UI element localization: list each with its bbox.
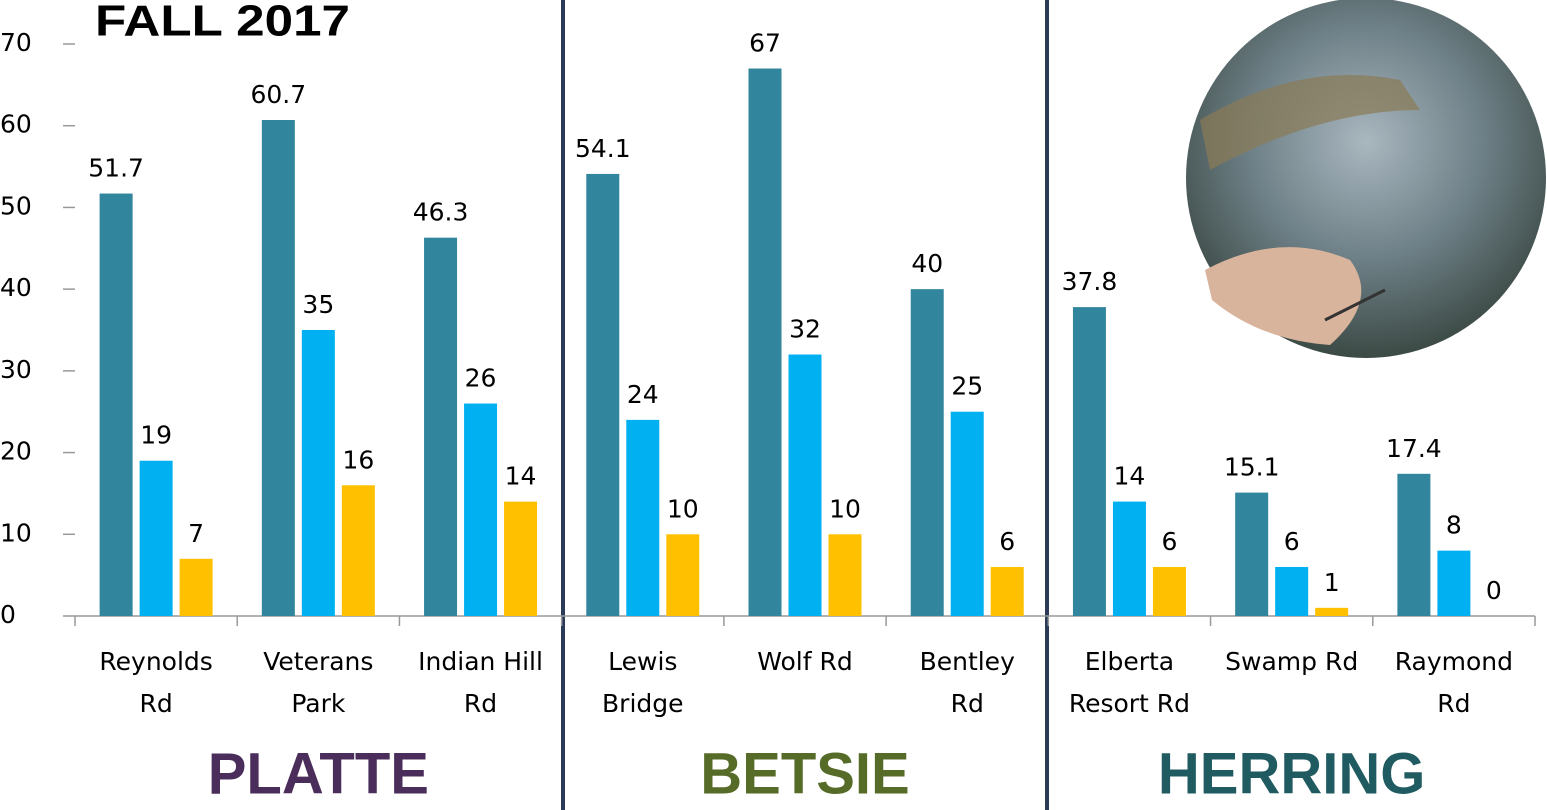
value-label: 19 [140,421,172,450]
x-tick-label: Raymond [1395,647,1513,676]
group-label: BETSIE [700,741,910,806]
value-label: 35 [302,290,334,319]
y-tick-label: 70 [0,28,32,57]
x-tick-label: Rd [1437,689,1470,718]
chart-title: FALL 2017 [95,0,350,46]
x-tick-label: Bridge [602,689,684,718]
group-label: PLATTE [208,741,429,806]
value-label: 6 [999,527,1015,556]
x-tick-label: Lewis [608,647,677,676]
value-label: 14 [505,462,537,491]
group-label: HERRING [1158,741,1425,806]
bar [140,461,173,616]
bar [1073,307,1106,616]
y-tick-label: 0 [0,600,16,629]
bar [749,69,782,616]
bar [1153,567,1186,616]
y-tick-label: 60 [0,110,32,139]
value-label: 0 [1486,576,1502,605]
x-tick-label: Indian Hill [418,647,543,676]
bar [789,355,822,616]
y-tick-label: 30 [0,355,32,384]
value-label: 10 [667,494,699,523]
x-tick-label: Rd [139,689,172,718]
x-tick-label: Swamp Rd [1225,647,1358,676]
bar [666,534,699,616]
x-tick-label: Elberta [1085,647,1174,676]
bar [626,420,659,616]
value-label: 1 [1324,568,1340,597]
bar [464,404,497,616]
value-label: 46.3 [413,198,469,227]
bar [424,238,457,616]
bar [262,120,295,616]
bar [1437,551,1470,616]
x-tick-label: Rd [464,689,497,718]
value-label: 14 [1114,462,1146,491]
x-tick-label: Park [291,689,346,718]
x-tick-label: Reynolds [99,647,212,676]
bar [302,330,335,616]
x-tick-label: Veterans [263,647,373,676]
bar [586,174,619,616]
y-tick-label: 20 [0,437,32,466]
bar [180,559,213,616]
bar [1235,493,1268,616]
value-label: 16 [342,445,374,474]
value-label: 67 [749,29,781,58]
value-label: 37.8 [1062,267,1118,296]
bar [100,194,133,616]
chart: FALL 2017 01020304050607051.760.746.354.… [0,0,1547,810]
bar [1315,608,1348,616]
value-label: 32 [789,315,821,344]
value-label: 10 [829,494,861,523]
value-label: 7 [188,519,204,548]
bar [911,289,944,616]
value-label: 60.7 [250,80,306,109]
bar [1113,502,1146,616]
x-tick-label: Resort Rd [1069,689,1190,718]
y-tick-label: 50 [0,191,32,220]
bar [1275,567,1308,616]
value-label: 6 [1284,527,1300,556]
value-label: 15.1 [1224,453,1280,482]
value-label: 25 [951,372,983,401]
value-label: 6 [1161,527,1177,556]
bar [829,534,862,616]
x-tick-label: Rd [951,689,984,718]
value-label: 17.4 [1386,434,1442,463]
bar [342,485,375,616]
bar [951,412,984,616]
bar [1397,474,1430,616]
y-tick-label: 10 [0,518,32,547]
value-label: 51.7 [88,154,144,183]
value-label: 54.1 [575,134,631,163]
bar [991,567,1024,616]
value-label: 40 [911,249,943,278]
value-label: 24 [627,380,659,409]
x-tick-label: Bentley [920,647,1016,676]
y-tick-label: 40 [0,273,32,302]
value-label: 8 [1446,511,1462,540]
x-tick-label: Wolf Rd [757,647,852,676]
value-label: 26 [465,364,497,393]
photo [1186,0,1546,358]
bar [504,502,537,616]
